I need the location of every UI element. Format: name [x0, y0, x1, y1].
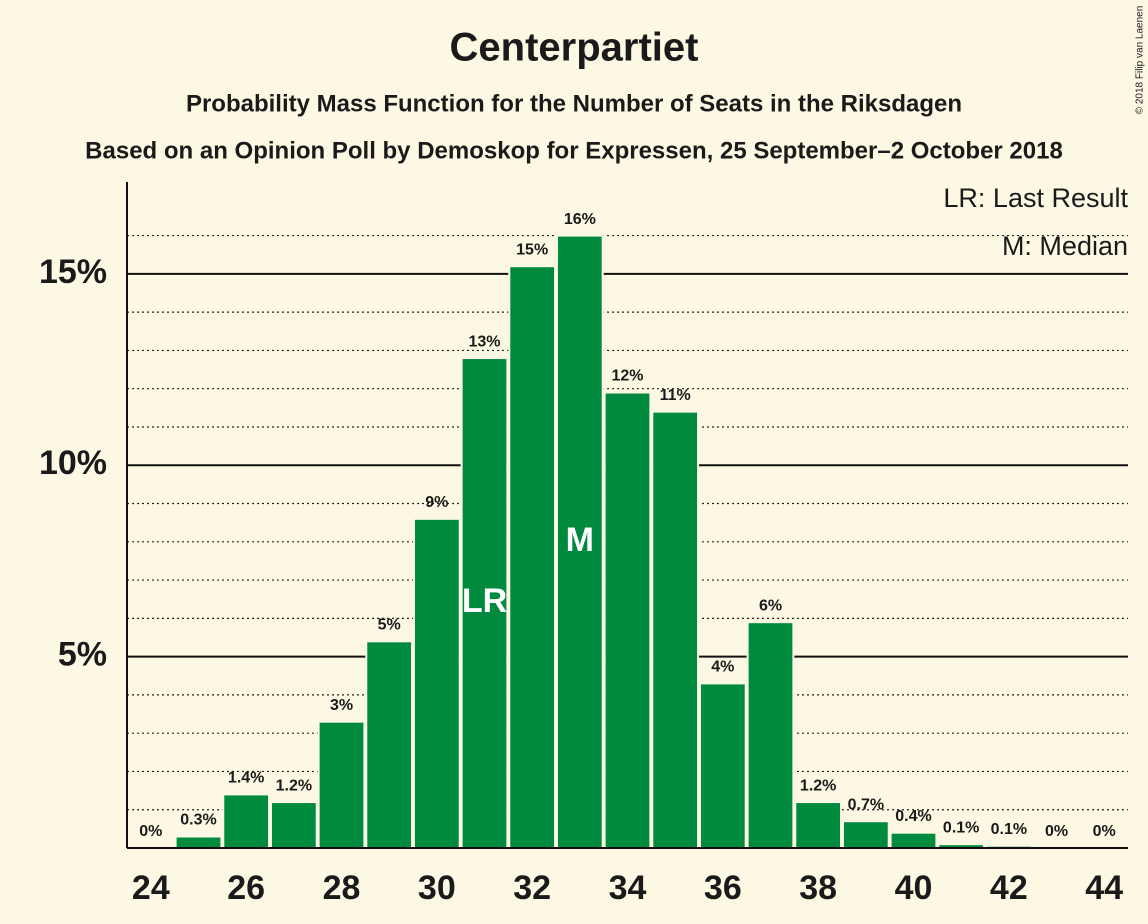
bar: [651, 410, 700, 849]
value-label: 11%: [660, 387, 691, 404]
chart-title: Centerpartiet: [450, 26, 699, 70]
value-label: 0.1%: [943, 819, 979, 836]
value-label: 12%: [611, 368, 643, 385]
x-tick-label: 44: [1085, 869, 1123, 907]
bar: [269, 801, 318, 850]
bar: [555, 234, 604, 850]
bar: [603, 391, 652, 849]
value-label: 6%: [759, 597, 782, 614]
bar: [174, 835, 223, 849]
x-tick-label: 42: [990, 869, 1028, 907]
x-tick-label: 28: [323, 869, 361, 907]
legend-entry: LR: Last Result: [943, 183, 1128, 213]
x-tick-label: 30: [418, 869, 456, 907]
x-tick-label: 38: [799, 869, 837, 907]
bar: [794, 801, 843, 850]
chart-subtitle: Probability Mass Function for the Number…: [186, 90, 962, 117]
chart-caption: Based on an Opinion Poll by Demoskop for…: [85, 137, 1063, 164]
y-tick-label: 10%: [39, 444, 107, 482]
bar: [508, 265, 557, 849]
value-label: 0%: [139, 823, 162, 840]
legend-entry: M: Median: [1002, 231, 1128, 261]
y-tick-label: 15%: [39, 253, 107, 291]
value-label: 5%: [378, 617, 401, 634]
x-tick-label: 26: [227, 869, 265, 907]
y-tick-label: 5%: [58, 636, 107, 674]
x-tick-label: 32: [513, 869, 551, 907]
bar-annotation: LR: [462, 582, 507, 620]
bar: [889, 831, 938, 849]
value-label: 0%: [1093, 823, 1116, 840]
bar: [460, 357, 509, 849]
value-label: 0.4%: [895, 808, 931, 825]
value-label: 3%: [330, 697, 353, 714]
value-label: 1.2%: [800, 777, 836, 794]
x-tick-label: 24: [132, 869, 170, 907]
value-label: 0%: [1045, 823, 1068, 840]
bar: [412, 517, 461, 849]
value-label: 0.3%: [180, 812, 216, 829]
bar: [317, 720, 366, 849]
value-label: 0.7%: [848, 796, 884, 813]
x-tick-label: 36: [704, 869, 742, 907]
value-label: 13%: [468, 333, 500, 350]
bar: [746, 621, 795, 850]
value-label: 15%: [516, 241, 548, 258]
x-tick-label: 40: [895, 869, 933, 907]
bar: [841, 820, 890, 850]
x-tick-label: 34: [609, 869, 647, 907]
bar-annotation: M: [566, 521, 594, 559]
value-label: 16%: [564, 211, 596, 228]
bar: [698, 682, 747, 850]
bar: [365, 640, 414, 850]
value-label: 4%: [711, 659, 734, 676]
credit: © 2018 Filip van Laenen: [1135, 6, 1146, 115]
value-label: 9%: [425, 494, 448, 511]
value-label: 1.2%: [276, 777, 312, 794]
bar: [222, 793, 271, 850]
value-label: 0.1%: [991, 821, 1027, 838]
value-label: 1.4%: [228, 770, 264, 787]
